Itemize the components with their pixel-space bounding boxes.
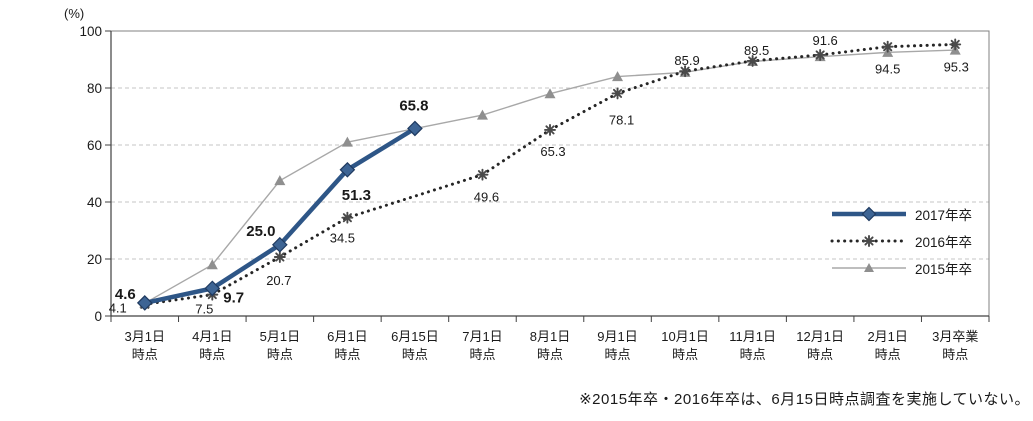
data-label: 65.3	[540, 144, 565, 159]
data-point-marker	[341, 211, 354, 224]
data-point-marker	[341, 136, 353, 147]
footnote: ※2015年卒・2016年卒は、6月15日時点調査を実施していない。	[579, 391, 1030, 408]
data-label: 20.7	[266, 273, 291, 288]
legend-label: 2017年卒	[915, 207, 973, 223]
y-tick-label: 80	[87, 81, 102, 96]
y-axis-unit-label: (%)	[64, 6, 85, 21]
x-tick-label: 6月15日	[391, 329, 439, 344]
x-tick-label: 時点	[132, 347, 158, 362]
data-point-marker	[612, 71, 624, 82]
y-tick-label: 20	[87, 252, 102, 267]
data-point-marker	[273, 251, 286, 263]
data-point-marker	[814, 48, 827, 61]
data-label: 51.3	[342, 187, 371, 204]
legend-item-2017: 2017年卒	[830, 200, 972, 227]
data-label: 91.6	[812, 33, 837, 48]
x-tick-label: 時点	[267, 347, 293, 362]
legend-label: 2016年卒	[915, 234, 973, 250]
x-tick-label: 10月1日	[661, 329, 709, 344]
data-label: 7.5	[195, 302, 213, 317]
y-tick-label: 40	[87, 195, 102, 210]
legend-line-sample-2015	[832, 262, 906, 272]
data-point-marker	[746, 54, 759, 67]
axes	[110, 31, 989, 317]
data-point-marker	[611, 87, 624, 100]
x-tick-label: 3月卒業	[932, 329, 978, 344]
data-point-marker	[204, 280, 221, 297]
data-point-marker	[679, 65, 692, 78]
series-2017年卒	[136, 120, 423, 311]
data-point-marker	[206, 259, 218, 270]
data-point-marker	[949, 38, 962, 51]
x-tick-label: 6月1日	[327, 329, 367, 344]
gridlines	[111, 87, 989, 260]
x-axis-ticks	[110, 316, 990, 322]
x-tick-label: 時点	[537, 347, 563, 362]
data-label: 85.9	[674, 53, 699, 68]
data-label: 65.8	[399, 97, 428, 114]
legend-label: 2015年卒	[915, 261, 973, 277]
x-tick-label: 5月1日	[260, 329, 300, 344]
data-label: 4.6	[115, 286, 136, 303]
data-label: 49.6	[474, 190, 499, 205]
data-point-marker	[881, 40, 894, 53]
y-tick-label: 100	[79, 24, 102, 39]
x-tick-label: 時点	[740, 347, 766, 362]
data-point-marker	[544, 123, 556, 136]
series-line	[143, 42, 957, 306]
data-point-marker	[136, 295, 153, 311]
legend-line-sample-2017	[832, 206, 906, 221]
legend: 2017年卒 2016年卒 2015年卒	[830, 200, 972, 281]
x-tick-label: 3月1日	[125, 329, 165, 344]
data-label: 25.0	[246, 223, 275, 240]
x-tick-label: 時点	[875, 347, 901, 362]
data-label: 34.5	[330, 231, 355, 246]
data-point-marker	[476, 109, 488, 120]
data-point-marker	[544, 88, 556, 99]
legend-item-2016: 2016年卒	[830, 227, 972, 254]
data-labels: 4.6 9.7 25.0 51.3 65.8 4.1 7.5 20.7 34.5 49.6 65.3…	[109, 33, 969, 317]
data-point-marker	[274, 175, 286, 186]
y-tick-label: 0	[94, 309, 102, 324]
data-label: 78.1	[609, 112, 634, 127]
x-tick-label: 2月1日	[867, 329, 907, 344]
data-label: 95.3	[944, 59, 969, 74]
data-label: 94.5	[875, 62, 900, 77]
x-tick-label: 7月1日	[462, 329, 502, 344]
data-label: 9.7	[223, 289, 244, 306]
legend-line-sample-2016	[830, 234, 908, 247]
y-tick-label: 60	[87, 138, 102, 153]
data-label: 89.5	[744, 43, 769, 58]
x-tick-label: 時点	[672, 347, 698, 362]
x-tick-label: 時点	[334, 347, 360, 362]
series-line	[144, 49, 956, 304]
x-tick-label: 時点	[402, 347, 428, 362]
x-tick-label: 4月1日	[192, 329, 232, 344]
x-tick-label: 12月1日	[796, 329, 844, 344]
data-point-marker	[271, 236, 288, 253]
x-tick-label: 9月1日	[597, 329, 637, 344]
x-tick-label: 時点	[605, 347, 631, 362]
legend-item-2015: 2015年卒	[830, 254, 972, 281]
data-point-marker	[339, 161, 356, 178]
y-axis-ticks: 0 20 40 60 80 100	[79, 24, 111, 324]
x-tick-label: 時点	[942, 347, 968, 362]
data-point-marker	[476, 168, 489, 181]
x-tick-label: 8月1日	[530, 329, 570, 344]
data-point-marker	[407, 120, 423, 137]
x-tick-label: 時点	[199, 347, 225, 362]
x-tick-label: 11月1日	[729, 329, 776, 344]
data-label: 4.1	[109, 300, 127, 315]
x-tick-label: 時点	[469, 347, 495, 362]
x-tick-label: 時点	[807, 347, 833, 362]
